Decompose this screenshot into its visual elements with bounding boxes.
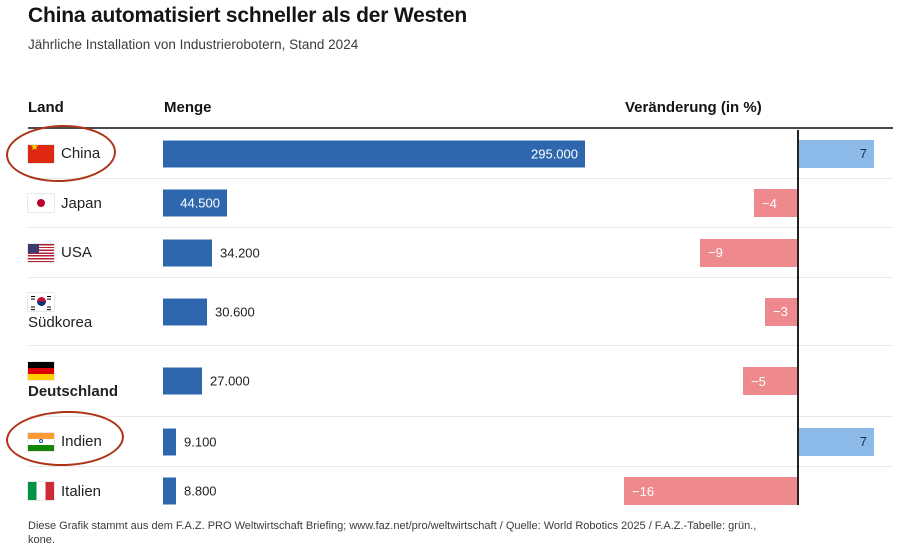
change-value-label: 7 xyxy=(859,434,867,449)
flag-usa-icon xyxy=(28,243,54,262)
change-bar: −16 xyxy=(624,477,798,505)
change-bar: −5 xyxy=(743,367,798,395)
country-cell: Deutschland xyxy=(28,346,160,416)
country-cell: Südkorea xyxy=(28,278,160,345)
amount-bar xyxy=(163,477,176,505)
source-footnote-line1: Diese Grafik stammt aus dem F.A.Z. PRO W… xyxy=(28,520,757,532)
column-header-land: Land xyxy=(28,99,64,116)
table-row: Italien 8.800 −16 xyxy=(28,466,893,515)
change-value-label: −9 xyxy=(708,245,723,260)
country-cell: USA xyxy=(28,228,160,277)
flag-indien-icon xyxy=(28,432,54,451)
amount-bar xyxy=(163,367,202,395)
change-zero-axis-line xyxy=(797,130,799,505)
country-label: Deutschland xyxy=(28,383,119,400)
flag-italien-icon xyxy=(28,482,54,500)
flag-deutschland-icon xyxy=(28,362,54,380)
country-label: USA xyxy=(61,244,92,261)
country-label: Japan xyxy=(61,194,102,212)
amount-bar: 44.500 xyxy=(163,189,227,217)
country-cell: Japan xyxy=(28,179,160,227)
country-cell: Indien xyxy=(28,417,160,466)
amount-value-label: 44.500 xyxy=(180,195,220,211)
change-value-label: 7 xyxy=(859,146,867,161)
source-footnote-line2: kone. xyxy=(28,534,55,546)
flag-japan-icon xyxy=(28,194,54,212)
flag-china-icon xyxy=(28,144,54,163)
source-footnote: Diese Grafik stammt aus dem F.A.Z. PRO W… xyxy=(28,519,896,547)
change-bar: −9 xyxy=(700,238,798,267)
change-bar: 7 xyxy=(798,427,874,456)
table-rows: China 295.000 7 Japan 44.500 −4 USA 34.2… xyxy=(28,129,893,515)
change-value-label: −5 xyxy=(751,373,766,389)
country-label: China xyxy=(61,145,101,162)
change-bar: −3 xyxy=(765,297,798,326)
table-row: Deutschland 27.000 −5 xyxy=(28,345,893,416)
flag-suedkorea-icon xyxy=(28,292,54,311)
amount-bar xyxy=(163,298,207,325)
table-row: China 295.000 7 xyxy=(28,129,893,178)
table-row: Japan 44.500 −4 xyxy=(28,178,893,227)
country-cell: China xyxy=(28,129,160,178)
change-bar: −4 xyxy=(754,189,798,217)
country-cell: Italien xyxy=(28,467,160,515)
change-value-label: −16 xyxy=(632,483,655,499)
amount-value-label: 8.800 xyxy=(184,483,217,499)
amount-value-label: 9.100 xyxy=(184,434,217,449)
amount-value-label: 295.000 xyxy=(531,146,578,161)
amount-value-label: 30.600 xyxy=(215,304,255,319)
page-title: China automatisiert schneller als der We… xyxy=(28,4,467,27)
country-label: Italien xyxy=(61,482,102,500)
change-value-label: −4 xyxy=(762,195,777,211)
amount-bar: 295.000 xyxy=(163,140,585,167)
amount-value-label: 27.000 xyxy=(210,373,250,389)
table-row: Südkorea 30.600 −3 xyxy=(28,277,893,345)
header-rule xyxy=(28,127,893,129)
table-row: USA 34.200 −9 xyxy=(28,227,893,277)
amount-bar xyxy=(163,239,212,266)
change-bar: 7 xyxy=(798,139,874,168)
table-row: Indien 9.100 7 xyxy=(28,416,893,466)
chart-subtitle: Jährliche Installation von Industrierobo… xyxy=(28,37,359,52)
amount-value-label: 34.200 xyxy=(220,245,260,260)
column-header-veraenderung: Veränderung (in %) xyxy=(625,99,762,116)
change-value-label: −3 xyxy=(773,304,788,319)
column-header-menge: Menge xyxy=(164,99,212,116)
country-label: Südkorea xyxy=(28,313,93,331)
amount-bar xyxy=(163,428,176,455)
country-label: Indien xyxy=(61,433,102,450)
